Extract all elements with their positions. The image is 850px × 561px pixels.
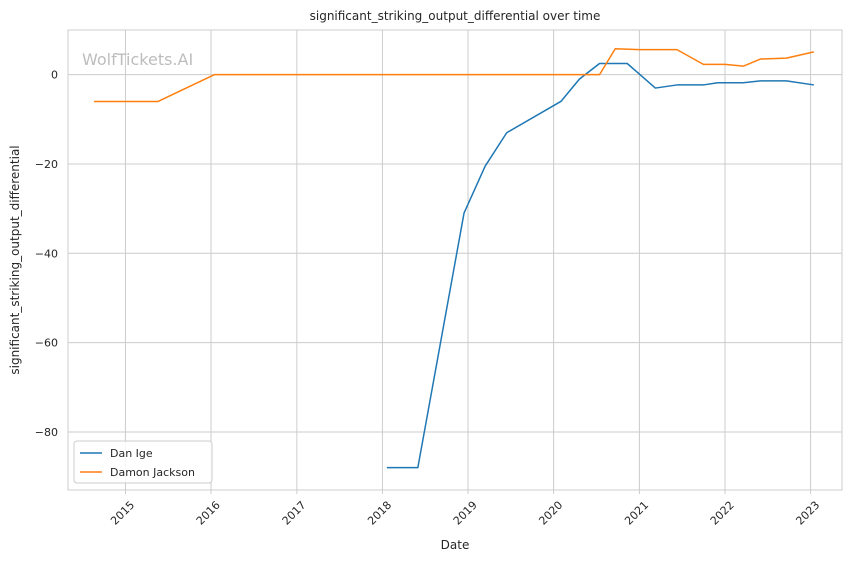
watermark-text: WolfTickets.AI (82, 50, 193, 69)
series-line-damon-jackson (94, 48, 815, 103)
y-tick-label: −40 (35, 247, 58, 260)
y-axis-label: significant_striking_output_differential (8, 145, 22, 374)
y-tick-label: −60 (35, 337, 58, 350)
legend-label-damon-jackson: Damon Jackson (110, 466, 195, 479)
legend: Dan Ige Damon Jackson (73, 440, 213, 484)
series-line-dan-ige (386, 62, 814, 469)
legend-box (73, 440, 213, 484)
y-axis-ticks: 0 −20 −40 −60 −80 (35, 69, 58, 439)
x-axis-label: Date (441, 538, 470, 552)
y-tick-label: −80 (35, 426, 58, 439)
legend-label-dan-ige: Dan Ige (110, 447, 153, 460)
y-tick-label: −20 (35, 158, 58, 171)
y-tick-label: 0 (51, 69, 58, 82)
series-group (94, 48, 815, 469)
plot-area-frame (67, 29, 843, 491)
chart-title: significant_striking_output_differential… (310, 9, 601, 23)
x-axis-ticks: 2015 2016 2017 2018 2019 2020 2021 2022 2023 (108, 490, 822, 528)
